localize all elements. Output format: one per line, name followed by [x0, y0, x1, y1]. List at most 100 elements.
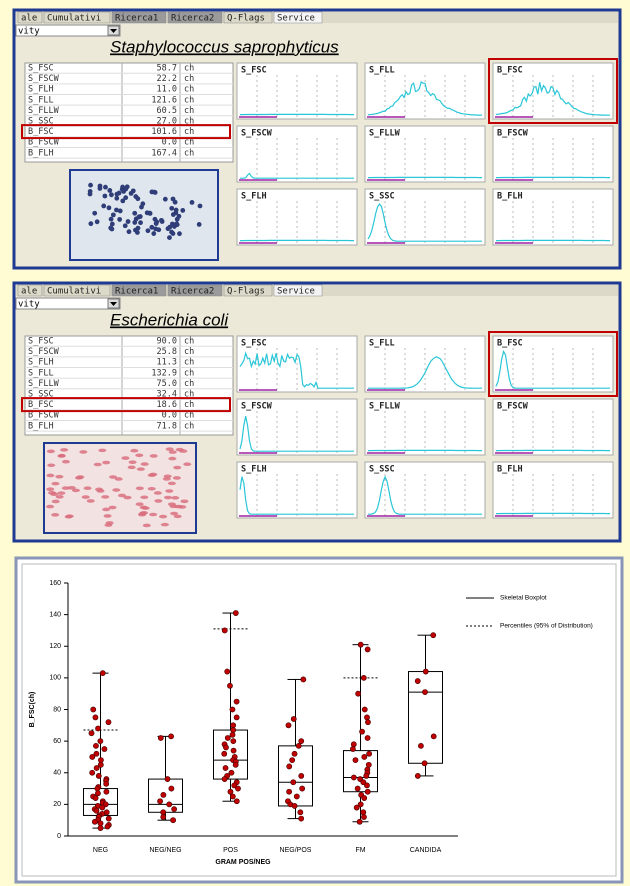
tab[interactable]	[167, 284, 223, 297]
data-point	[101, 746, 108, 752]
data-point	[92, 714, 99, 721]
tab[interactable]	[167, 11, 223, 24]
tab[interactable]	[43, 11, 111, 24]
param-name: B_FSC	[28, 400, 54, 410]
data-point	[359, 728, 365, 735]
data-point	[365, 761, 372, 768]
histogram-label: S_FLLW	[369, 402, 401, 412]
cell	[135, 196, 141, 202]
y-tick-label: 140	[49, 611, 61, 618]
data-point	[414, 678, 421, 684]
param-unit: ch	[184, 117, 194, 127]
x-tick-label: CANDIDA	[410, 847, 442, 854]
x-tick-label: NEG/POS	[280, 847, 312, 854]
param-name: S_FSCW	[28, 347, 60, 357]
histogram-label: S_FLH	[241, 192, 267, 202]
param-value: 18.6	[157, 400, 177, 410]
cell	[67, 486, 76, 490]
cell	[140, 495, 149, 500]
cell	[138, 220, 143, 226]
cell	[130, 448, 139, 453]
cell	[140, 510, 149, 515]
histogram-curve	[368, 475, 482, 515]
histogram-label: S_FLL	[369, 339, 395, 349]
cell	[167, 235, 172, 240]
tab[interactable]	[111, 284, 167, 297]
cell	[152, 216, 158, 222]
data-point	[93, 750, 100, 757]
tab[interactable]	[273, 284, 323, 297]
data-point	[93, 765, 100, 771]
data-point	[422, 668, 429, 675]
cell	[114, 195, 120, 201]
data-point	[231, 782, 238, 789]
data-point	[94, 785, 101, 792]
tab[interactable]	[273, 11, 323, 24]
tab-label: Ricerca2	[171, 287, 214, 297]
data-point	[93, 742, 99, 749]
param-name: S_SSC	[28, 390, 54, 400]
cell	[171, 496, 180, 500]
data-point	[230, 747, 237, 754]
cell	[163, 474, 172, 479]
param-name: S_FLL	[28, 95, 54, 105]
dropdown[interactable]	[15, 24, 121, 37]
cell	[46, 473, 55, 478]
cell	[173, 207, 179, 213]
data-point	[168, 733, 175, 740]
cell	[140, 462, 149, 466]
data-point	[421, 760, 428, 767]
cell	[169, 221, 175, 227]
param-name: S_FLLW	[28, 106, 60, 116]
cell	[162, 196, 168, 202]
param-name: B_FLH	[28, 421, 54, 431]
dropdown[interactable]	[15, 297, 121, 310]
cell	[174, 221, 180, 227]
data-point	[289, 757, 296, 763]
cell	[87, 189, 93, 194]
data-point	[291, 803, 298, 809]
x-tick-label: NEG/NEG	[149, 847, 181, 854]
tab[interactable]	[223, 11, 273, 24]
param-name: B_FSCW	[28, 411, 60, 421]
histogram-curve	[368, 356, 482, 389]
tab[interactable]	[111, 11, 167, 24]
tab[interactable]	[43, 284, 111, 297]
data-point	[354, 785, 361, 792]
cell	[120, 198, 126, 204]
x-tick-label: FM	[355, 847, 365, 854]
cell	[132, 210, 138, 216]
data-point	[297, 809, 304, 816]
data-point	[171, 806, 178, 813]
tab-label: Service	[277, 287, 315, 297]
data-point	[99, 670, 106, 677]
param-unit: ch	[184, 64, 194, 74]
cell	[103, 514, 112, 518]
cell	[149, 454, 158, 458]
cell	[165, 447, 174, 451]
data-point	[298, 773, 305, 779]
y-tick-label: 160	[49, 580, 61, 587]
data-point	[298, 738, 305, 745]
data-point	[361, 814, 367, 820]
cell	[47, 463, 56, 468]
cell	[121, 456, 130, 460]
param-value: 71.8	[157, 421, 177, 431]
cell	[141, 506, 150, 510]
data-point	[97, 761, 104, 768]
param-name: S_SSC	[28, 117, 54, 127]
cell	[177, 231, 182, 237]
cell	[135, 502, 144, 507]
y-tick-label: 40	[53, 770, 61, 777]
tab[interactable]	[17, 11, 43, 24]
tab[interactable]	[223, 284, 273, 297]
data-point	[298, 815, 305, 822]
param-value: 60.5	[157, 106, 177, 116]
cell	[65, 514, 74, 518]
tab[interactable]	[17, 284, 43, 297]
data-point	[223, 744, 229, 751]
param-unit: ch	[184, 411, 194, 421]
data-point	[91, 818, 98, 825]
y-tick-label: 20	[53, 801, 61, 808]
